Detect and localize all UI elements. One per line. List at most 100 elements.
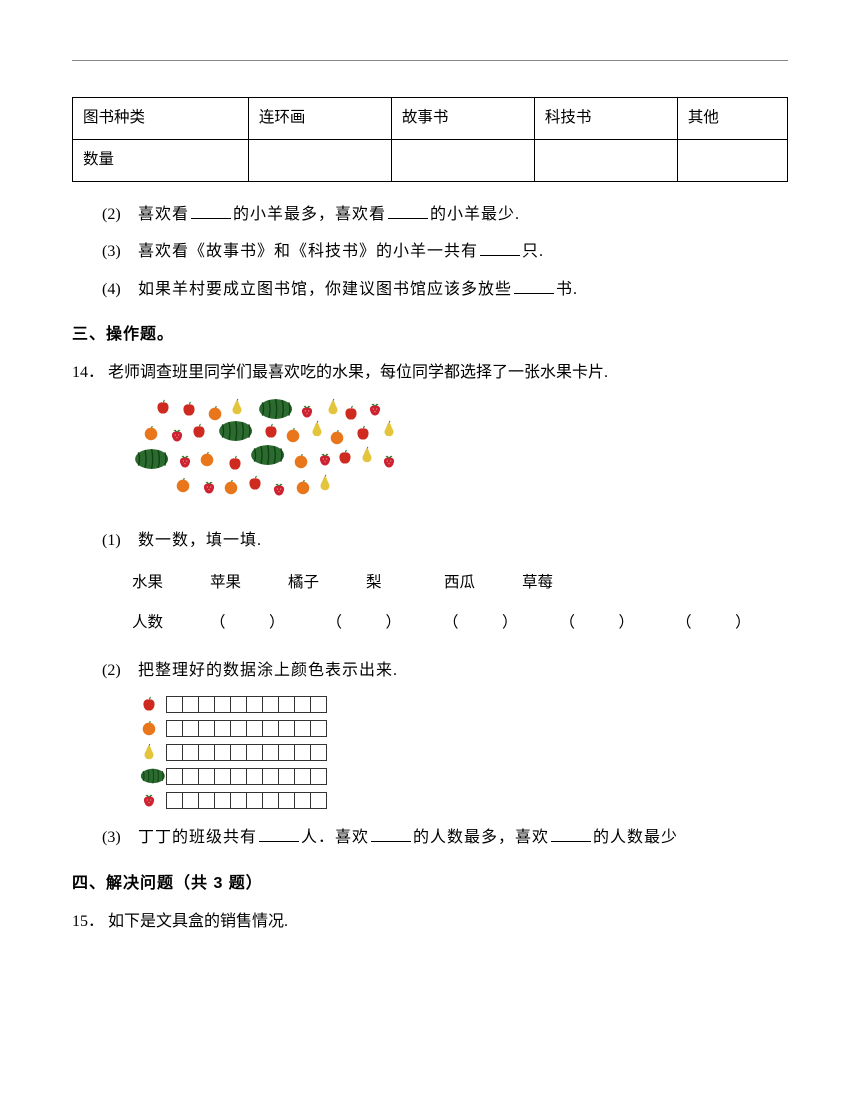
pear-icon <box>380 420 398 438</box>
apple-icon <box>246 474 264 492</box>
bar-row-strawberry <box>140 789 788 811</box>
pear-card <box>380 420 398 438</box>
bar-chart <box>140 693 788 811</box>
bar-cell <box>310 792 327 809</box>
bar-cell <box>246 792 263 809</box>
section-4-heading: 四、解决问题（共 3 题） <box>72 871 788 897</box>
question-text: 如果羊村要成立图书馆，你建议图书馆应该多放些书. <box>138 277 578 303</box>
pear-card <box>358 446 376 464</box>
table-header: 科技书 <box>534 98 677 140</box>
bar-cell <box>294 696 311 713</box>
bar-cell <box>198 744 215 761</box>
apple-icon <box>336 448 354 466</box>
sub-question-3: (3) 丁丁的班级共有人．喜欢的人数最多，喜欢的人数最少 <box>102 825 788 851</box>
sub-question-text: 丁丁的班级共有人．喜欢的人数最多，喜欢的人数最少 <box>138 825 678 851</box>
strawberry-card <box>200 478 218 496</box>
strawberry-icon <box>200 478 218 496</box>
orange-card <box>294 478 312 496</box>
strawberry-icon <box>316 450 334 468</box>
question-text: 如下是文具盒的销售情况. <box>108 909 288 935</box>
apple-icon <box>154 398 172 416</box>
bar-cell <box>246 720 263 737</box>
apple-card <box>246 474 264 492</box>
question-number: (2) <box>102 202 138 228</box>
bar-row-watermelon <box>140 765 788 787</box>
ft-blank: （ ） <box>560 603 649 643</box>
apple-icon <box>180 400 198 418</box>
bar-cell <box>294 792 311 809</box>
bar-cell <box>230 792 247 809</box>
pear-icon <box>228 398 246 416</box>
table-row-label: 数量 <box>73 139 249 181</box>
pear-icon <box>140 743 166 761</box>
fruit-count-table: 水果 苹果 橘子 梨 西瓜 草莓 人数 （ ） （ ） （ ） （ ） （ ） <box>132 563 788 644</box>
watermelon-card <box>134 448 169 470</box>
orange-card <box>292 452 310 470</box>
table-cell <box>534 139 677 181</box>
ft-blank: （ ） <box>210 603 299 643</box>
question-number: (4) <box>102 277 138 303</box>
watermelon-card <box>250 444 285 466</box>
question-text: 喜欢看的小羊最多，喜欢看的小羊最少. <box>138 202 520 228</box>
apple-icon <box>354 424 372 442</box>
question-text: 老师调查班里同学们最喜欢吃的水果，每位同学都选择了一张水果卡片. <box>108 360 608 386</box>
strawberry-icon <box>176 452 194 470</box>
bar-cell <box>230 744 247 761</box>
bar-cell <box>310 744 327 761</box>
blank <box>388 203 428 219</box>
bar-cell <box>278 720 295 737</box>
ft-blank: （ ） <box>327 603 416 643</box>
pear-icon <box>324 398 342 416</box>
bar-cell <box>214 792 231 809</box>
apple-card <box>226 454 244 472</box>
blank <box>259 826 299 842</box>
orange-icon <box>222 478 240 496</box>
bar-cell <box>182 792 199 809</box>
strawberry-card <box>168 426 186 444</box>
table-header: 其他 <box>677 98 787 140</box>
bar-cell <box>166 696 183 713</box>
apple-card <box>190 422 208 440</box>
question-14: 14． 老师调查班里同学们最喜欢吃的水果，每位同学都选择了一张水果卡片. <box>72 360 788 386</box>
bar-cell <box>198 768 215 785</box>
strawberry-card <box>270 480 288 498</box>
bar-cell <box>214 744 231 761</box>
book-category-table: 图书种类 连环画 故事书 科技书 其他 数量 <box>72 97 788 182</box>
table-cell <box>248 139 391 181</box>
bar-cell <box>198 720 215 737</box>
table-header: 连环画 <box>248 98 391 140</box>
orange-icon <box>198 450 216 468</box>
ft-row-label: 人数 <box>132 603 182 643</box>
ft-blank: （ ） <box>676 603 765 643</box>
fruit-cards-scatter <box>132 398 422 508</box>
strawberry-icon <box>298 402 316 420</box>
bar-cell <box>214 720 231 737</box>
apple-icon <box>226 454 244 472</box>
apple-icon <box>342 404 360 422</box>
watermelon-icon <box>250 444 285 466</box>
bar-cells <box>166 720 327 737</box>
apple-card <box>180 400 198 418</box>
ft-blank: （ ） <box>443 603 532 643</box>
bar-cell <box>246 768 263 785</box>
watermelon-icon <box>134 448 169 470</box>
orange-card <box>222 478 240 496</box>
orange-icon <box>284 426 302 444</box>
strawberry-icon <box>366 400 384 418</box>
strawberry-card <box>298 402 316 420</box>
bar-cell <box>278 768 295 785</box>
bar-cell <box>310 768 327 785</box>
bar-cell <box>166 720 183 737</box>
bar-cell <box>214 768 231 785</box>
strawberry-card <box>316 450 334 468</box>
apple-icon <box>190 422 208 440</box>
strawberry-icon <box>270 480 288 498</box>
bar-cell <box>294 744 311 761</box>
blank <box>371 826 411 842</box>
bar-cell <box>278 792 295 809</box>
bar-cell <box>246 744 263 761</box>
bar-cell <box>182 720 199 737</box>
orange-icon <box>292 452 310 470</box>
bar-cell <box>166 792 183 809</box>
orange-card <box>174 476 192 494</box>
